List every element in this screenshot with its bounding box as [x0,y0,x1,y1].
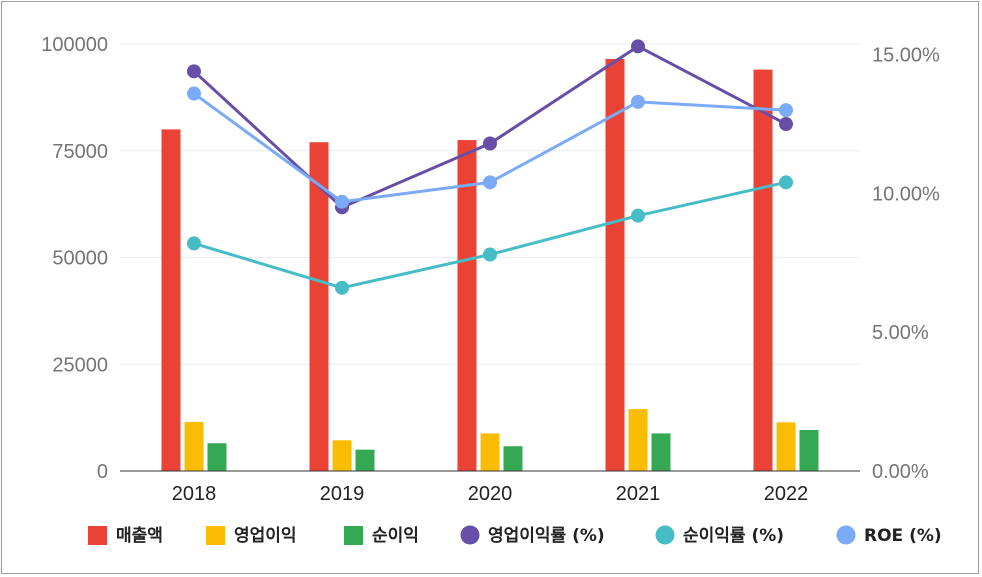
x-tick-label: 2019 [320,483,365,505]
bar-영업이익 [480,433,500,471]
y-axis-right: 0.00% 5.00% 10.00% 15.00% [872,45,940,483]
point-순이익률 (%) [631,208,645,223]
grid-lines [120,43,860,365]
legend-swatch [344,526,363,545]
point-ROE (%) [187,86,201,101]
x-axis: 2018 2019 2020 2021 2022 [172,483,809,505]
legend-label: 영업이익률 (%) [488,526,605,546]
legend-label: ROE (%) [864,526,942,546]
point-순이익률 (%) [187,236,201,251]
y-axis-left: 0 25000 50000 75000 100000 [41,34,108,483]
y-left-tick-label: 50000 [52,248,108,270]
legend-swatch [206,526,225,545]
y-right-tick-label: 5.00% [872,322,929,344]
bar-순이익 [651,433,671,471]
point-영업이익률 (%) [779,117,793,132]
bar-순이익 [503,446,523,471]
legend-label: 매출액 [116,526,163,546]
point-ROE (%) [335,194,349,209]
point-순이익률 (%) [483,247,497,262]
legend-swatch [836,525,856,545]
point-영업이익률 (%) [483,136,497,151]
bar-순이익 [355,449,375,471]
x-tick-label: 2022 [764,483,809,505]
lines [187,39,793,295]
bar-매출액 [309,142,329,471]
legend-label: 순이익 [372,526,419,546]
point-영업이익률 (%) [631,39,645,54]
point-ROE (%) [631,94,645,109]
y-left-tick-label: 100000 [41,34,108,56]
x-tick-label: 2021 [616,483,661,505]
bar-순이익 [799,430,819,471]
bar-매출액 [605,58,625,471]
y-right-tick-label: 15.00% [872,45,940,67]
y-right-tick-label: 0.00% [872,461,929,483]
y-right-tick-label: 10.00% [872,183,940,205]
point-순이익률 (%) [779,175,793,190]
bar-매출액 [161,129,181,471]
legend-label: 순이익률 (%) [683,526,784,546]
bars [161,58,819,472]
bar-영업이익 [628,409,648,471]
x-tick-label: 2020 [468,483,513,505]
legend-swatch [460,525,480,545]
bar-영업이익 [184,421,204,471]
point-ROE (%) [779,103,793,118]
bar-순이익 [207,443,227,471]
legend-label: 영업이익 [234,526,297,546]
point-영업이익률 (%) [187,64,201,79]
y-left-tick-label: 25000 [52,354,108,376]
bar-매출액 [753,69,773,472]
y-left-tick-label: 0 [97,461,108,483]
legend-swatch [88,526,107,545]
x-tick-label: 2018 [172,483,217,505]
legend-swatch [655,525,675,545]
y-left-tick-label: 75000 [52,141,108,163]
point-순이익률 (%) [335,280,349,295]
bar-매출액 [457,140,477,471]
bar-영업이익 [332,440,352,471]
point-ROE (%) [483,175,497,190]
line-순이익률 (%) [193,180,787,290]
legend: 매출액 영업이익 순이익 영업이익률 (%) 순이익률 (%) ROE (%) [88,525,942,546]
bar-영업이익 [776,422,796,471]
